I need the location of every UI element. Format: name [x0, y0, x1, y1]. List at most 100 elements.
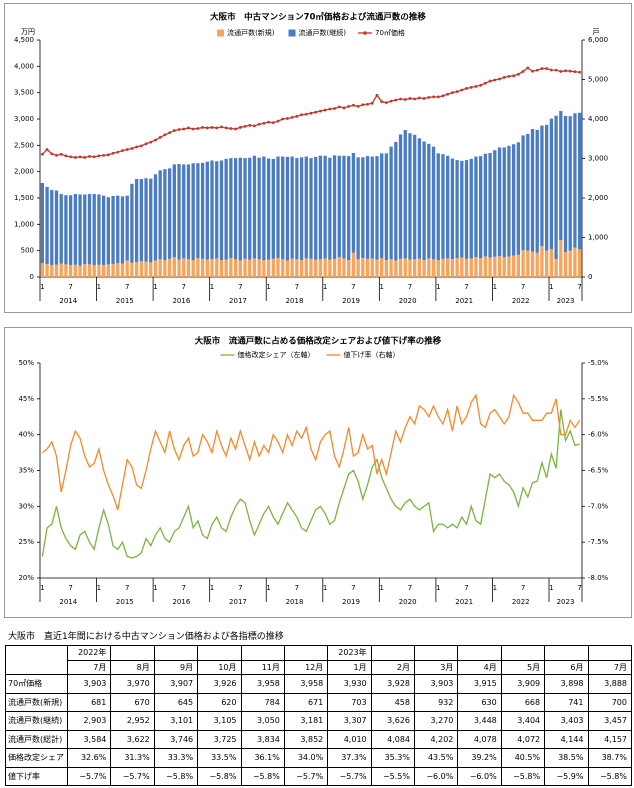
line-marker — [361, 103, 365, 107]
y-tick-label: 20% — [18, 574, 34, 582]
line-marker — [135, 145, 139, 149]
year-header — [587, 645, 632, 661]
line-marker — [342, 106, 346, 110]
year-label: 2022 — [512, 297, 530, 305]
bar — [540, 125, 544, 247]
table-cell: 32.6% — [66, 748, 112, 768]
line-marker — [408, 97, 412, 100]
bar — [422, 260, 426, 277]
table-cell: 3,307 — [327, 711, 372, 731]
bar — [158, 259, 162, 277]
line-marker — [177, 128, 181, 131]
bar — [144, 261, 148, 277]
line-marker — [427, 96, 431, 99]
table-cell: 39.2% — [457, 748, 502, 768]
line-marker — [441, 94, 445, 98]
bar — [512, 255, 516, 277]
line-marker — [130, 147, 134, 150]
line-marker — [512, 74, 516, 78]
table-cell: 3,909 — [500, 674, 546, 694]
x-tick-label: 7 — [238, 584, 242, 592]
year-label: 2018 — [286, 297, 304, 305]
table-cell: 3,270 — [413, 711, 459, 731]
line-marker — [59, 152, 63, 156]
table-cell: 4,157 — [587, 729, 632, 749]
line-marker — [389, 99, 393, 103]
table-cell: 3,725 — [197, 729, 242, 749]
table-cell: 3,903 — [413, 674, 459, 694]
table-cell: 3,181 — [283, 711, 329, 731]
x-tick-label: 1 — [436, 584, 440, 592]
bar — [394, 260, 398, 277]
bar — [54, 190, 59, 265]
line-marker — [450, 91, 454, 95]
x-tick-label: 1 — [436, 283, 440, 291]
x-tick-label: 7 — [182, 584, 186, 592]
bar — [309, 258, 313, 277]
bar — [318, 259, 323, 277]
legend-swatch — [217, 29, 225, 37]
table-cell: 2,952 — [110, 711, 155, 731]
bar — [304, 156, 308, 259]
table-cell: 3,958 — [240, 674, 285, 694]
year-label: 2015 — [116, 598, 134, 606]
bar — [196, 258, 200, 277]
bar — [488, 152, 492, 258]
table-cell: 3,907 — [153, 674, 199, 694]
x-tick-label: 1 — [379, 283, 383, 291]
bar — [488, 257, 492, 277]
year-label: 2021 — [455, 297, 473, 305]
bar — [540, 246, 544, 277]
bar — [497, 256, 502, 277]
line-marker — [168, 131, 172, 135]
month-header: 1月 — [327, 659, 372, 675]
line-marker — [385, 101, 388, 105]
y-tick-label: 35% — [18, 467, 34, 475]
bar — [177, 164, 181, 260]
line-marker — [286, 117, 289, 120]
bar — [116, 195, 120, 264]
bar — [248, 259, 252, 277]
bar — [111, 196, 115, 264]
table-cell: 4,144 — [544, 729, 589, 749]
row-label: 70㎡価格 — [5, 674, 68, 694]
line-marker — [564, 69, 567, 73]
bar — [530, 251, 535, 277]
table-cell: 4,010 — [327, 729, 372, 749]
table-cell: 37.3% — [327, 748, 372, 768]
line-marker — [488, 79, 492, 83]
line-marker — [568, 69, 572, 73]
legend-swatch — [363, 31, 367, 35]
year-header — [197, 645, 242, 661]
line-marker — [257, 122, 261, 126]
bar — [403, 258, 407, 277]
year-label: 2016 — [172, 297, 190, 305]
bar — [229, 258, 233, 277]
y2-tick-label: 0 — [588, 273, 592, 281]
line-marker — [55, 153, 58, 157]
bar — [563, 115, 568, 253]
year-label: 2020 — [399, 297, 417, 305]
bar — [68, 195, 73, 266]
bar — [92, 265, 96, 277]
line-marker — [502, 75, 506, 79]
x-tick-label: 7 — [182, 283, 186, 291]
x-tick-label: 1 — [210, 283, 214, 291]
x-tick-label: 1 — [97, 283, 101, 291]
bar — [413, 259, 417, 277]
bar — [200, 258, 205, 277]
bar — [205, 259, 209, 277]
table-cell: 3,457 — [587, 711, 632, 731]
x-tick-label: 7 — [295, 584, 299, 592]
table-cell: 38.7% — [587, 748, 632, 768]
year-header — [370, 645, 416, 661]
year-header — [110, 645, 155, 661]
line-marker — [323, 108, 327, 112]
line-marker — [366, 102, 369, 106]
bar — [116, 263, 120, 277]
line-marker — [220, 125, 223, 129]
table-cell: 3,970 — [110, 674, 155, 694]
table-title: 大阪市 直近1年間における中古マンション価格および各指標の推移 — [8, 632, 284, 642]
line-marker — [40, 152, 44, 156]
y2-tick-label: 3,000 — [588, 155, 608, 163]
